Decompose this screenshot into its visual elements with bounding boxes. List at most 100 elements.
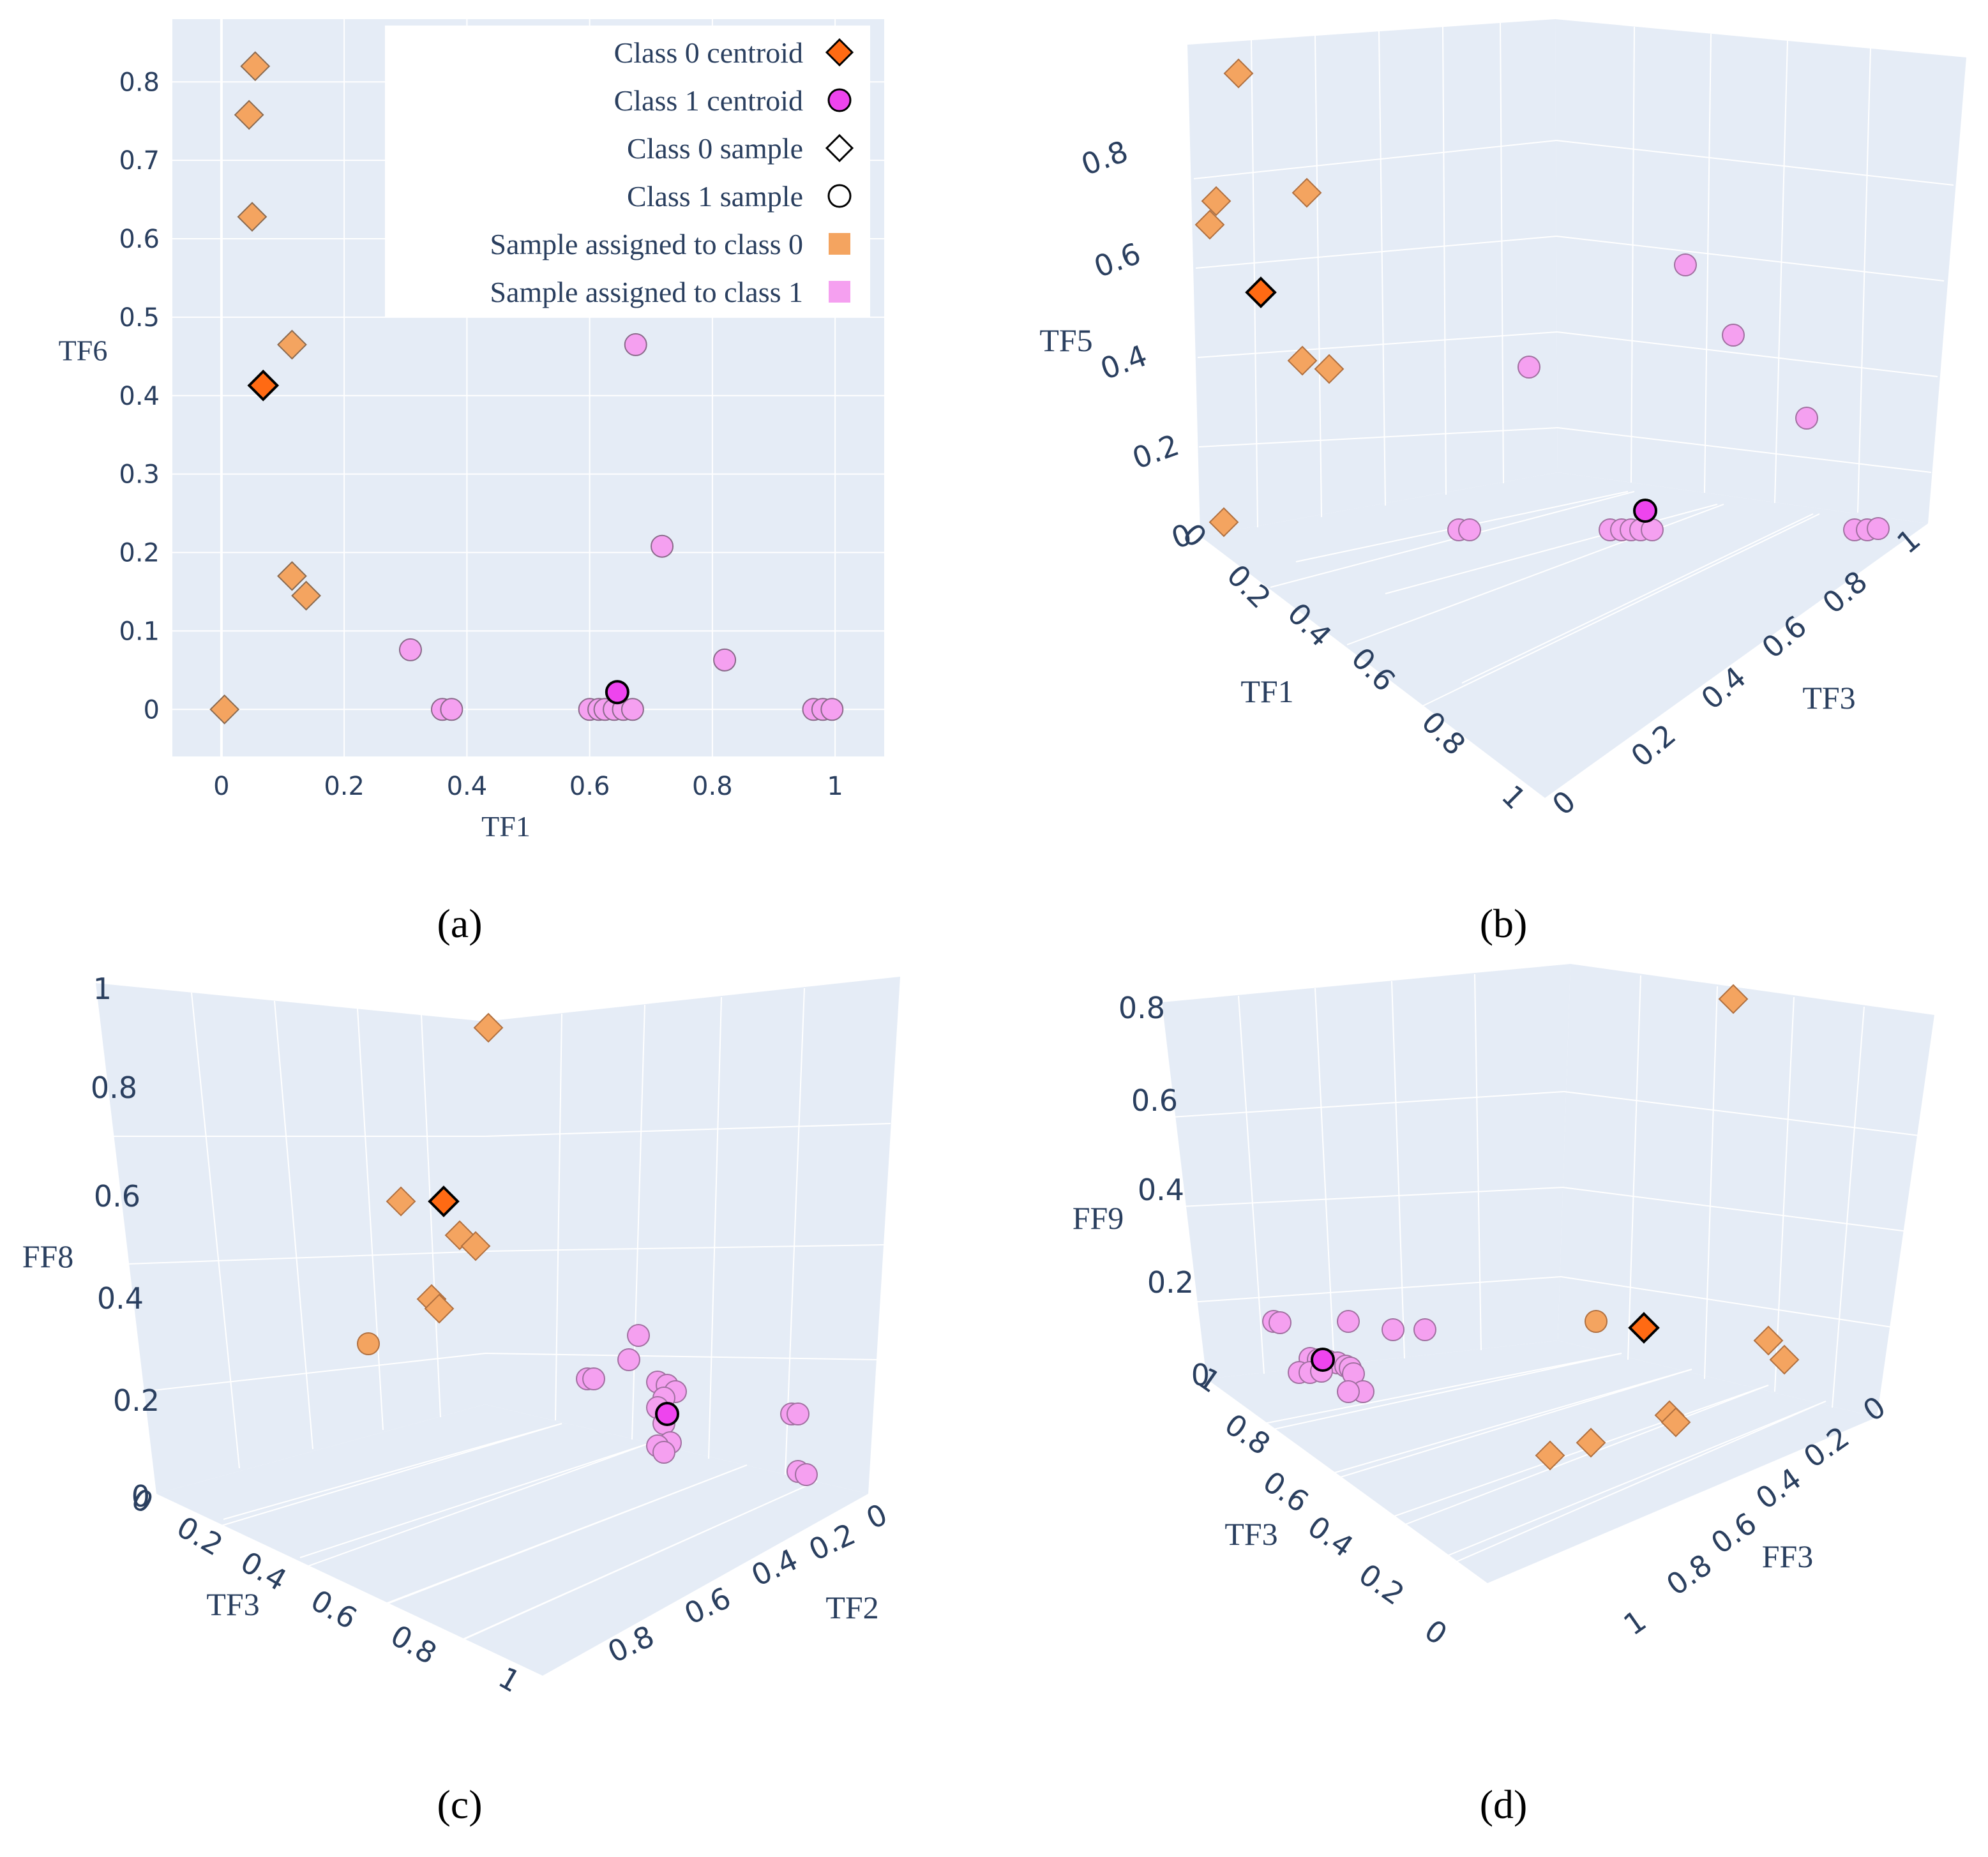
scene-gridline [1474, 974, 1482, 1351]
class1-sample-point [1722, 324, 1745, 347]
y-tick-label: 0.5 [119, 303, 160, 333]
scene-gridline [1774, 40, 1788, 504]
scene-gridline [1704, 986, 1718, 1380]
legend-marker [827, 88, 852, 112]
class0-sample-point [209, 694, 240, 725]
legend-marker [827, 184, 852, 208]
scene-gridline [1327, 1369, 1692, 1475]
x-tick-label: 0.6 [569, 772, 610, 801]
class0-sample-point [357, 1332, 380, 1355]
z-axis-label: FF8 [22, 1238, 74, 1274]
scene-gridline [1556, 236, 1945, 282]
class0-sample-point [386, 1186, 416, 1217]
scene-wall [1555, 19, 1966, 523]
x-axis-label: TF1 [481, 810, 531, 843]
class1-centroid-point [1311, 1348, 1335, 1372]
class0-centroid-point [1245, 276, 1277, 308]
y-tick-label: 0 [144, 695, 160, 725]
scene-gridline [1314, 988, 1335, 1367]
legend-label: Sample assigned to class 0 [490, 228, 803, 260]
y-axis-label: TF6 [59, 334, 108, 366]
class0-sample-point [1287, 345, 1318, 376]
scene-gridline [485, 1123, 891, 1137]
scene-gridline [1385, 504, 1718, 594]
legend-marker [829, 233, 850, 255]
class1-sample-point [651, 534, 674, 558]
legend-label: Sample assigned to class 1 [490, 276, 803, 308]
x-tick-label: 1 [827, 772, 843, 801]
z-tick-label: 0.8 [1118, 991, 1165, 1025]
class1-sample-point [787, 1402, 810, 1425]
scene-gridline [1327, 1369, 1692, 1482]
scene-gridline [357, 1008, 384, 1431]
scene-gridline [1385, 1385, 1769, 1533]
scene-gridline [1774, 996, 1795, 1392]
z-tick-label: 0 [1191, 1358, 1210, 1392]
y-tick-label: 0 [861, 1497, 892, 1536]
panel-d: 1 0.8 0.6 0.4 0.2 0 0 0.2 0.4 0.6 0.8 1 0 0.2 0.4 0.6 0.… [996, 945, 1988, 1775]
class0-sample-point [1209, 507, 1239, 538]
scene-gridline [1436, 1401, 1826, 1571]
class1-sample-point [795, 1463, 818, 1486]
scene-gridline [223, 1423, 562, 1520]
scene-wall [96, 983, 485, 1494]
z-axis-label: FF9 [1073, 1200, 1124, 1236]
scene-gridline [1270, 491, 1635, 588]
class0-centroid-point [247, 369, 280, 402]
scene-gridline [1385, 1385, 1769, 1520]
scene-gridline [299, 1442, 652, 1558]
scene-gridline [1197, 331, 1558, 358]
legend-label: Class 1 sample [627, 180, 803, 213]
scene-wall [485, 977, 900, 1494]
class0-sample-point [234, 100, 264, 130]
scene-gridline [1442, 26, 1447, 495]
y-axis-label: FF3 [1762, 1538, 1814, 1574]
panel-b: 0 0.2 0.4 0.6 0.8 1 0 0.2 0.4 0.6 0.8 1 0 0.2 0.4 0.6 0.… [996, 0, 1988, 855]
class0-sample-point [1314, 354, 1344, 384]
class0-sample-point [460, 1231, 491, 1261]
class1-sample-point [1674, 253, 1697, 276]
z-axis-label: TF5 [1039, 322, 1092, 358]
class0-sample-point [237, 202, 267, 232]
scene-gridline [459, 1480, 818, 1641]
z-tick-label: 1 [93, 972, 112, 1006]
scene-gridline [1557, 427, 1932, 473]
scene-gridline [141, 1353, 486, 1392]
legend-marker [825, 38, 854, 67]
class1-centroid-point [605, 680, 629, 705]
y-tick-label: 0.3 [119, 460, 160, 490]
class0-sample-point [1291, 177, 1322, 208]
scene-gridline [1391, 981, 1405, 1359]
scene-gridline [1627, 975, 1641, 1360]
scene-gridline [1180, 1187, 1563, 1207]
x-tick-label: 0.6 [305, 1583, 363, 1635]
scene-gridline [1562, 1187, 1913, 1233]
class1-sample-point [1337, 1380, 1360, 1403]
class0-sample-point [1223, 58, 1254, 89]
class0-sample-point [1718, 984, 1749, 1014]
class1-sample-point [652, 1441, 675, 1464]
chart-a: 0 0.2 0.4 0.6 0.8 1 0 0.1 0.2 0.3 0.4 0.5 0.6 0.7 0.8 T… [59, 19, 884, 843]
legend-label: Class 1 centroid [614, 84, 803, 117]
scene-wall [1558, 964, 1934, 1417]
z-tick-label: 0 [132, 1479, 150, 1514]
y-tick-label: 0.1 [119, 617, 160, 646]
chart-c: 00.20.40.60.8100.20.40.60.800.20.40.60.8… [22, 972, 900, 1699]
class0-sample-point [424, 1293, 455, 1324]
scene-gridline [1857, 48, 1871, 513]
legend-marker [829, 281, 850, 303]
panel-a: 0 0.2 0.4 0.6 0.8 1 0 0.1 0.2 0.3 0.4 0.5 0.6 0.7 0.8 T… [0, 0, 958, 855]
z-tick-label: 0.2 [1128, 428, 1184, 476]
class1-centroid-point [1633, 499, 1657, 523]
class1-sample-point [624, 333, 647, 356]
scene-gridline [1500, 22, 1504, 484]
class0-sample-point [1194, 209, 1225, 240]
z-tick-label: 0.4 [97, 1281, 144, 1316]
y-axis-label: TF3 [1802, 680, 1855, 716]
z-tick-label: 0.4 [1096, 338, 1152, 387]
scene-gridline [1560, 1276, 1897, 1328]
z-tick-label: 0.6 [94, 1179, 140, 1214]
class0-sample-point [291, 580, 321, 611]
x-tick-label: 0.2 [324, 772, 365, 801]
y-tick-label: 0.7 [119, 146, 160, 176]
